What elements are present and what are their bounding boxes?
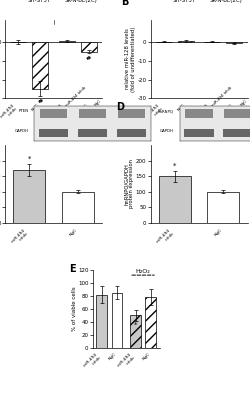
Text: NgC: NgC — [94, 99, 103, 108]
Text: D: D — [116, 102, 124, 112]
Text: *: * — [134, 322, 137, 328]
Text: miR-494 inhib: miR-494 inhib — [65, 85, 87, 108]
Y-axis label: hnRNPQ/GAPDH
protein expression: hnRNPQ/GAPDH protein expression — [124, 160, 134, 208]
Text: NgC: NgC — [142, 352, 151, 361]
Bar — [96, 295, 107, 348]
Bar — [178, 41, 194, 42]
Text: miR-494
inhib: miR-494 inhib — [194, 103, 212, 122]
Bar — [208, 192, 239, 223]
Text: NgC: NgC — [68, 228, 78, 237]
Text: miR-494
inhib: miR-494 inhib — [10, 228, 29, 247]
Text: miR-494
inhib: miR-494 inhib — [116, 352, 136, 371]
Text: H₂O₂: H₂O₂ — [136, 270, 150, 274]
Bar — [145, 297, 156, 348]
Text: miR-494 inhib: miR-494 inhib — [211, 85, 233, 108]
Text: SH-SY5Y: SH-SY5Y — [28, 0, 50, 3]
Bar — [130, 316, 141, 348]
Text: miR-494
inhib: miR-494 inhib — [145, 103, 164, 122]
Text: E: E — [69, 264, 75, 274]
Bar — [59, 41, 75, 42]
Y-axis label: % of viable cells: % of viable cells — [72, 287, 76, 331]
Text: NgC: NgC — [108, 352, 117, 361]
Bar — [32, 42, 48, 89]
Bar — [226, 42, 242, 43]
Text: SK-N-BE(2C): SK-N-BE(2C) — [210, 0, 242, 3]
Text: NgC: NgC — [31, 103, 40, 112]
Bar — [159, 176, 190, 223]
Text: *: * — [173, 163, 176, 169]
Text: NgC: NgC — [214, 228, 223, 237]
Text: #: # — [86, 56, 91, 61]
Bar — [112, 293, 122, 348]
Text: miR-494
inhib: miR-494 inhib — [0, 103, 18, 122]
Text: B: B — [122, 0, 129, 6]
Text: miR-494
inhib: miR-494 inhib — [156, 228, 175, 247]
Bar — [62, 192, 94, 223]
Bar — [14, 170, 45, 223]
Bar — [81, 42, 96, 52]
Y-axis label: relative miR-128 levels
(fold of undifferentiated): relative miR-128 levels (fold of undiffe… — [125, 26, 136, 92]
Text: NgC: NgC — [176, 103, 186, 112]
Text: miR-494
inhib: miR-494 inhib — [48, 103, 67, 122]
Text: NgC: NgC — [80, 103, 89, 112]
Text: NgC: NgC — [225, 103, 234, 112]
Text: NgC: NgC — [240, 99, 248, 108]
Text: SK-N-BE(2C): SK-N-BE(2C) — [64, 0, 97, 3]
Text: SH-SY5Y: SH-SY5Y — [173, 0, 196, 3]
Text: #: # — [38, 99, 43, 104]
Text: *: * — [28, 156, 31, 162]
Text: miR-494
inhib: miR-494 inhib — [83, 352, 102, 371]
